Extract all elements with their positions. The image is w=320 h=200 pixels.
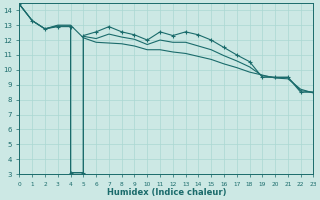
X-axis label: Humidex (Indice chaleur): Humidex (Indice chaleur) [107, 188, 226, 197]
